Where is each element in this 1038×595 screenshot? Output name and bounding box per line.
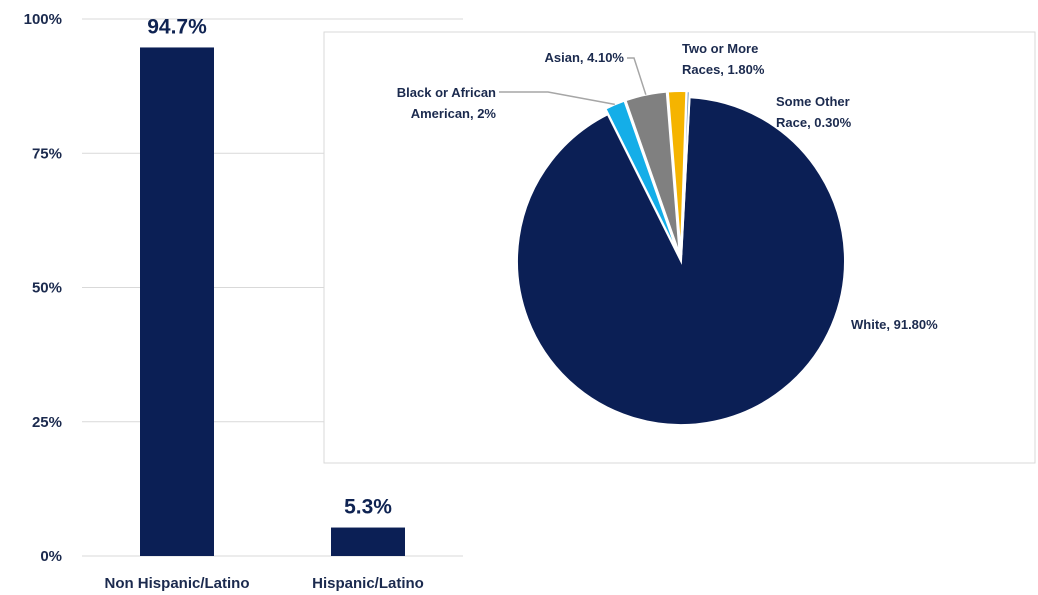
x-category-label: Non Hispanic/Latino	[104, 575, 249, 592]
pie-label: Race, 0.30%	[776, 115, 852, 130]
pie-label: White, 91.80%	[851, 317, 938, 332]
pie-label: Two or More	[682, 41, 758, 56]
bar-y-axis: 0% 25% 50% 75% 100%	[24, 11, 62, 565]
pie-label: Asian, 4.10%	[545, 50, 625, 65]
pie-leader-line	[499, 91, 615, 106]
bar-chart: 0% 25% 50% 75% 100% Non Hispanic/Latino Hispa…	[24, 11, 463, 592]
x-category-label: Hispanic/Latino	[312, 575, 424, 592]
bar	[140, 47, 214, 556]
pie-label: Some Other	[776, 94, 850, 109]
pie-label: Black or African	[397, 85, 496, 100]
y-tick-label: 100%	[24, 11, 62, 28]
y-tick-label: 50%	[32, 280, 62, 297]
pie-labels: White, 91.80% Black or African American, 2…	[397, 41, 938, 332]
bar-x-axis: Non Hispanic/Latino Hispanic/Latino	[104, 575, 423, 592]
pie-slices	[516, 90, 846, 426]
bar-data-labels: 94.7% 5.3%	[147, 15, 392, 518]
pie-chart: White, 91.80% Black or African American, 2…	[323, 31, 1036, 464]
pie-label: Races, 1.80%	[682, 62, 765, 77]
pie-leader-lines	[499, 57, 647, 106]
y-tick-label: 0%	[40, 548, 62, 565]
pie-slice	[604, 99, 680, 256]
pie-slice	[516, 96, 846, 426]
bar-data-label: 94.7%	[147, 15, 207, 38]
bar-series	[140, 47, 405, 556]
bar	[331, 527, 405, 556]
y-tick-label: 75%	[32, 145, 62, 162]
y-tick-label: 25%	[32, 414, 62, 431]
pie-leader-line	[627, 57, 647, 95]
pie-label: American, 2%	[411, 106, 497, 121]
bar-data-label: 5.3%	[344, 496, 392, 519]
pie-slice	[680, 90, 691, 256]
